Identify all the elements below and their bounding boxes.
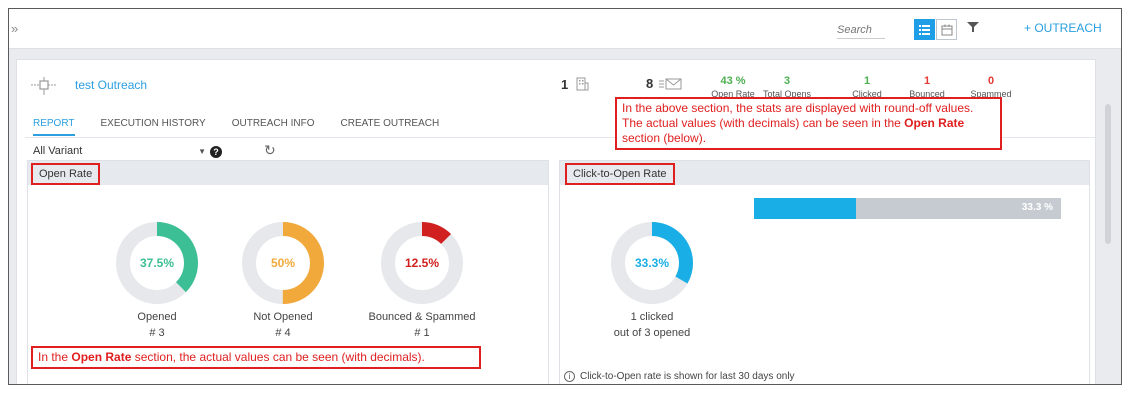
tab-create-outreach[interactable]: CREATE OUTREACH bbox=[340, 118, 440, 129]
recipient-count: 1 bbox=[561, 76, 590, 92]
not-opened-label-text: Not Opened bbox=[253, 311, 313, 323]
chevron-down-icon: ▼ bbox=[198, 147, 206, 156]
not-opened-donut: 50% bbox=[241, 221, 325, 305]
stat-total-opens: 3 Total Opens bbox=[759, 75, 815, 99]
expand-sidebar-icon[interactable]: » bbox=[11, 21, 19, 36]
stat-label: Spammed bbox=[970, 89, 1012, 99]
bounced-donut-arc bbox=[381, 222, 463, 304]
stat-value: 43 % bbox=[720, 75, 746, 87]
recipient-count-value: 1 bbox=[561, 76, 569, 92]
click-to-open-card: Click-to-Open Rate 33.3 % 33.3% 1 clicke… bbox=[559, 160, 1090, 384]
open-rate-card-header: Open Rate bbox=[28, 161, 548, 185]
stat-value: 3 bbox=[783, 75, 791, 87]
bounced-label-text: Bounced & Spammed bbox=[368, 311, 476, 323]
click-to-open-donut: 33.3% bbox=[610, 221, 694, 305]
not-opened-label: Not Opened # 4 bbox=[223, 309, 343, 341]
stat-spammed: 0 Spammed bbox=[963, 75, 1019, 99]
opened-label: Opened # 3 bbox=[97, 309, 217, 341]
scrollbar[interactable] bbox=[1105, 104, 1111, 244]
stat-value: 1 bbox=[863, 75, 871, 87]
app-frame: » + OUTREACH bbox=[8, 8, 1122, 385]
stat-label: Open Rate bbox=[711, 89, 755, 99]
not-opened-donut-arc bbox=[242, 222, 324, 304]
opened-donut-arc bbox=[116, 222, 198, 304]
outreach-title[interactable]: test Outreach bbox=[75, 78, 148, 92]
bounced-label: Bounced & Spammed # 1 bbox=[347, 309, 497, 341]
note-text: section, the actual values can be seen (… bbox=[134, 350, 425, 364]
tab-divider bbox=[25, 137, 1095, 138]
stat-bounced: 1 Bounced bbox=[899, 75, 955, 99]
stat-label: Bounced bbox=[909, 89, 945, 99]
calendar-view-button[interactable] bbox=[936, 19, 957, 40]
click-to-open-info: i Click-to-Open rate is shown for last 3… bbox=[564, 371, 795, 382]
stat-value: 0 bbox=[987, 75, 995, 87]
bounced-donut: 12.5% bbox=[380, 221, 464, 305]
variant-select[interactable]: All Variant ▼ bbox=[33, 145, 208, 161]
info-icon: i bbox=[564, 371, 575, 382]
mail-list-icon bbox=[659, 78, 682, 89]
tab-execution-history[interactable]: EXECUTION HISTORY bbox=[100, 118, 206, 129]
click-to-open-title: Click-to-Open Rate bbox=[565, 163, 675, 185]
filter-icon[interactable] bbox=[967, 21, 979, 33]
tab-report[interactable]: REPORT bbox=[33, 118, 75, 136]
refresh-icon[interactable]: ↻ bbox=[264, 142, 276, 158]
click-to-open-percent: 33.3% bbox=[634, 256, 670, 270]
variant-select-value: All Variant bbox=[33, 145, 83, 157]
clicked-text: 1 clicked bbox=[630, 311, 674, 323]
tab-outreach-info[interactable]: OUTREACH INFO bbox=[231, 118, 315, 129]
click-to-open-label: 1 clicked out of 3 opened bbox=[592, 309, 712, 341]
outreach-tabs: REPORT EXECUTION HISTORY OUTREACH INFO C… bbox=[33, 118, 439, 136]
not-opened-count: # 4 bbox=[275, 327, 291, 339]
note-bold: Open Rate bbox=[904, 116, 965, 130]
annotation-stats-note: In the above section, the stats are disp… bbox=[615, 97, 1002, 150]
opened-text: out of 3 opened bbox=[613, 327, 691, 339]
note-text: In the bbox=[38, 350, 69, 364]
list-view-button[interactable] bbox=[914, 19, 935, 40]
sent-count-value: 8 bbox=[646, 76, 654, 91]
stat-label: Total Opens bbox=[762, 89, 812, 99]
stat-open-rate: 43 % Open Rate bbox=[705, 75, 761, 99]
click-to-open-card-header: Click-to-Open Rate bbox=[560, 161, 1089, 185]
opened-count: # 3 bbox=[149, 327, 165, 339]
calendar-icon bbox=[941, 24, 952, 35]
stat-value: 1 bbox=[923, 75, 931, 87]
click-to-open-bar-fill bbox=[754, 198, 857, 219]
note-bold: Open Rate bbox=[71, 350, 132, 364]
sent-count: 8 bbox=[646, 76, 683, 91]
list-icon bbox=[919, 24, 930, 35]
click-to-open-bar: 33.3 % bbox=[754, 198, 1061, 219]
open-rate-title: Open Rate bbox=[31, 163, 101, 185]
click-to-open-donut-arc bbox=[611, 222, 693, 304]
search-input[interactable] bbox=[837, 21, 885, 39]
annotation-open-rate-note: In the Open Rate section, the actual val… bbox=[31, 346, 481, 369]
workflow-icon bbox=[31, 77, 57, 95]
opened-label-text: Opened bbox=[137, 311, 177, 323]
info-text: Click-to-Open rate is shown for last 30 … bbox=[580, 371, 795, 382]
add-outreach-button[interactable]: + OUTREACH bbox=[1024, 21, 1102, 35]
top-toolbar: » + OUTREACH bbox=[9, 9, 1121, 49]
note-line-3: section (below). bbox=[622, 131, 707, 145]
note-text: The actual values (with decimals) can be… bbox=[622, 116, 901, 130]
opened-donut: 37.5% bbox=[115, 221, 199, 305]
open-rate-card: Open Rate 37.5% Opened # 3 50% bbox=[27, 160, 549, 384]
note-line-1: In the above section, the stats are disp… bbox=[622, 101, 974, 115]
note-line-2: The actual values (with decimals) can be… bbox=[622, 116, 995, 131]
building-icon bbox=[576, 77, 589, 91]
help-icon[interactable]: ? bbox=[210, 146, 222, 158]
not-opened-percent: 50% bbox=[270, 256, 296, 270]
opened-percent: 37.5% bbox=[139, 256, 175, 270]
click-to-open-bar-label: 33.3 % bbox=[1021, 202, 1053, 213]
stat-label: Clicked bbox=[852, 89, 882, 99]
bounced-count: # 1 bbox=[414, 327, 430, 339]
bounced-percent: 12.5% bbox=[404, 256, 440, 270]
stat-clicked: 1 Clicked bbox=[839, 75, 895, 99]
